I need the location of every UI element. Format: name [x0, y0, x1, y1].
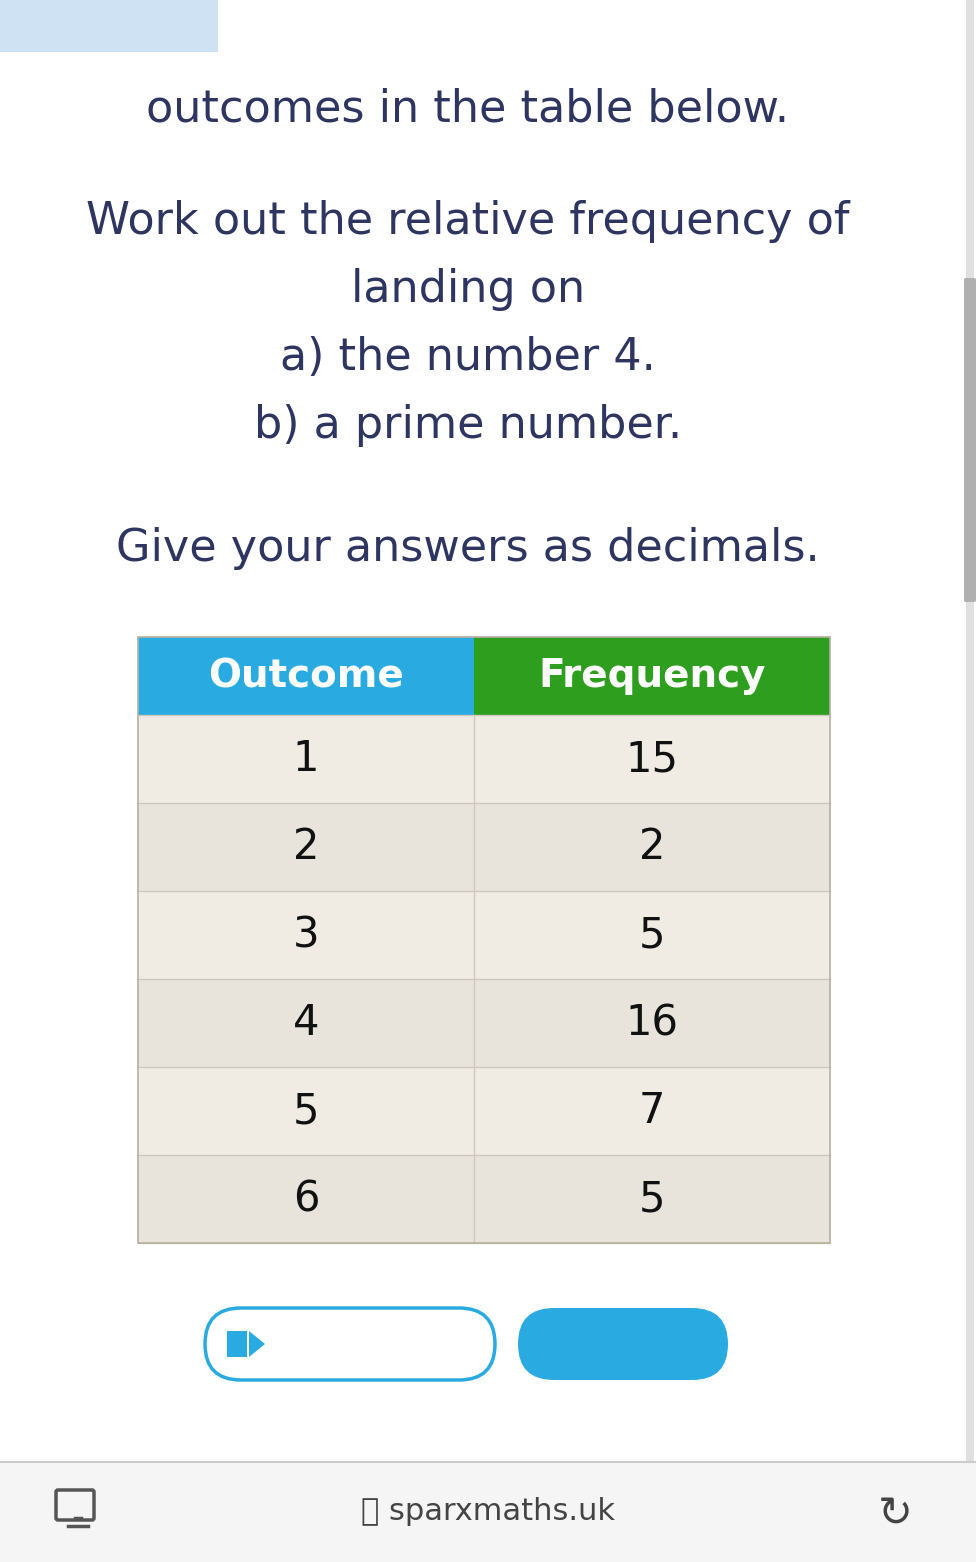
Bar — [138, 890, 474, 979]
Text: 2: 2 — [293, 826, 319, 868]
Text: 5: 5 — [293, 1090, 319, 1132]
Text: 6: 6 — [293, 1178, 319, 1220]
Bar — [474, 979, 830, 1067]
Bar — [227, 1331, 247, 1357]
Bar — [138, 715, 474, 803]
Bar — [138, 1154, 474, 1243]
Bar — [474, 890, 830, 979]
Text: 2: 2 — [639, 826, 666, 868]
Bar — [0, 1462, 976, 1562]
Text: 7: 7 — [639, 1090, 666, 1132]
Text: ↻: ↻ — [877, 1493, 913, 1535]
Text: 1: 1 — [293, 737, 319, 779]
Bar — [138, 1067, 474, 1154]
Text: Work out the relative frequency of: Work out the relative frequency of — [86, 200, 850, 244]
Text: Watch video: Watch video — [247, 1328, 489, 1361]
Polygon shape — [249, 1331, 265, 1357]
Text: 3: 3 — [293, 914, 319, 956]
Text: 15: 15 — [626, 737, 678, 779]
Bar — [138, 637, 830, 1243]
Text: landing on: landing on — [351, 269, 585, 311]
Text: a) the number 4.: a) the number 4. — [280, 336, 656, 380]
Text: 5: 5 — [638, 1178, 666, 1220]
Bar — [474, 637, 830, 715]
Bar — [138, 637, 474, 715]
FancyBboxPatch shape — [964, 278, 976, 601]
Text: outcomes in the table below.: outcomes in the table below. — [146, 87, 790, 131]
FancyBboxPatch shape — [518, 1307, 728, 1379]
FancyBboxPatch shape — [205, 1307, 495, 1379]
Text: 5: 5 — [638, 914, 666, 956]
Bar — [138, 979, 474, 1067]
Bar — [474, 1067, 830, 1154]
Bar — [138, 803, 474, 890]
Text: Give your answers as decimals.: Give your answers as decimals. — [116, 526, 820, 570]
Text: Outcome: Outcome — [208, 658, 404, 695]
Text: b) a prime number.: b) a prime number. — [254, 405, 682, 447]
Text: Answer: Answer — [550, 1328, 696, 1361]
Text: 🔒 sparxmaths.uk: 🔒 sparxmaths.uk — [361, 1498, 615, 1526]
Bar — [474, 803, 830, 890]
Bar — [474, 1154, 830, 1243]
Text: Frequency: Frequency — [538, 658, 766, 695]
Text: 4: 4 — [293, 1001, 319, 1043]
Bar — [474, 715, 830, 803]
Bar — [966, 0, 974, 1562]
Text: 16: 16 — [626, 1001, 678, 1043]
Bar — [0, 0, 218, 52]
